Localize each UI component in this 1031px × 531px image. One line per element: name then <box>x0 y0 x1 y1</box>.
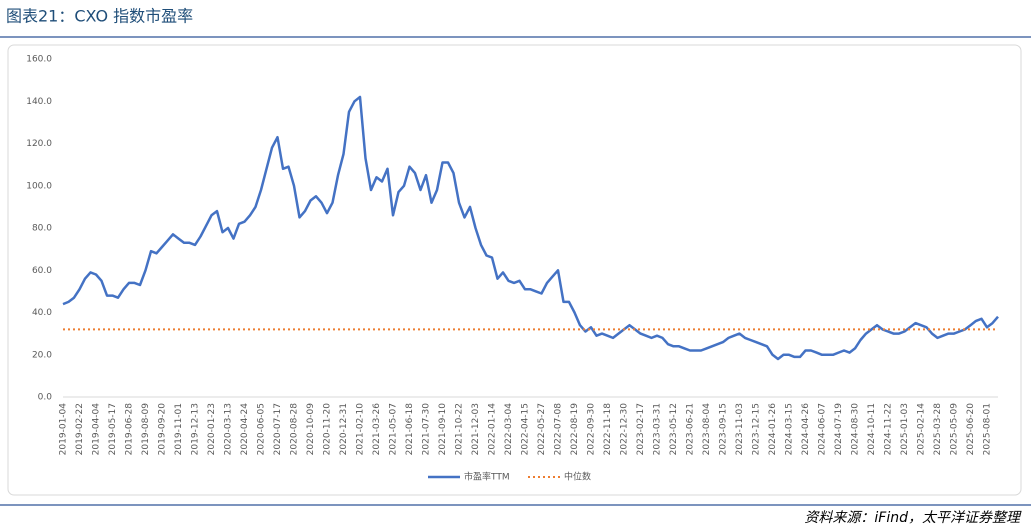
x-tick-label: 2024-01-26 <box>768 403 778 456</box>
x-tick-label: 2020-10-09 <box>306 403 316 456</box>
x-tick-label: 2022-04-15 <box>521 403 531 455</box>
x-tick-label: 2023-08-04 <box>702 403 712 456</box>
x-tick-label: 2022-09-30 <box>587 403 597 456</box>
x-tick-label: 2024-06-07 <box>818 403 828 455</box>
x-tick-label: 2023-09-15 <box>719 403 729 455</box>
x-tick-label: 2024-07-19 <box>834 403 844 456</box>
x-tick-label: 2021-09-10 <box>438 403 448 456</box>
y-tick-label: 140.0 <box>26 97 52 107</box>
x-tick-label: 2022-03-04 <box>504 403 514 456</box>
x-tick-label: 2021-03-26 <box>372 403 382 456</box>
x-tick-label: 2019-11-01 <box>174 403 184 455</box>
x-tick-label: 2022-08-19 <box>570 403 580 456</box>
x-tick-label: 2019-06-28 <box>125 403 135 456</box>
x-tick-label: 2022-11-18 <box>603 403 613 456</box>
chart-frame <box>7 44 1022 496</box>
x-tick-label: 2025-02-14 <box>917 403 927 456</box>
x-tick-label: 2020-12-31 <box>339 403 349 455</box>
x-tick-label: 2025-01-03 <box>900 403 910 455</box>
x-tick-label: 2020-08-28 <box>290 403 300 456</box>
x-tick-label: 2022-05-27 <box>537 403 547 455</box>
x-tick-label: 2021-05-07 <box>389 403 399 455</box>
x-tick-label: 2019-02-22 <box>75 403 85 455</box>
x-tick-label: 2019-12-13 <box>191 403 201 455</box>
series-line <box>62 95 999 361</box>
x-tick-label: 2021-10-22 <box>455 403 465 455</box>
source-note: 资料来源：iFind，太平洋证券整理 <box>804 510 1022 526</box>
x-tick-label: 2024-10-11 <box>867 403 877 455</box>
x-tick-label: 2025-03-28 <box>933 403 943 456</box>
x-tick-label: 2022-12-30 <box>620 403 630 456</box>
x-tick-label: 2019-08-09 <box>141 403 151 456</box>
x-tick-label: 2023-03-31 <box>653 403 663 455</box>
x-tick-label: 2023-06-21 <box>686 403 696 455</box>
x-tick-label: 2020-07-17 <box>273 403 283 455</box>
x-tick-label: 2020-06-05 <box>257 403 267 455</box>
legend-label: 市盈率TTM <box>464 471 510 483</box>
x-tick-label: 2020-03-13 <box>224 403 234 455</box>
y-tick-label: 40.0 <box>32 308 52 318</box>
x-tick-label: 2020-04-24 <box>240 403 250 456</box>
x-tick-label: 2021-06-18 <box>405 403 415 456</box>
y-tick-label: 60.0 <box>32 266 52 276</box>
x-tick-label: 2023-12-15 <box>752 403 762 455</box>
x-tick-label: 2024-11-22 <box>884 403 894 455</box>
x-tick-label: 2020-11-20 <box>323 403 333 456</box>
x-tick-label: 2019-09-20 <box>158 403 168 456</box>
x-tick-label: 2022-07-08 <box>554 403 564 456</box>
page-title: 图表21：CXO 指数市盈率 <box>6 7 193 26</box>
x-tick-label: 2024-03-15 <box>785 403 795 455</box>
x-tick-label: 2019-05-17 <box>108 403 118 455</box>
x-tick-label: 2023-11-03 <box>735 403 745 455</box>
y-tick-label: 100.0 <box>26 181 52 191</box>
x-tick-label: 2019-01-04 <box>59 403 69 456</box>
y-tick-label: 120.0 <box>26 139 52 149</box>
x-tick-label: 2021-02-10 <box>356 403 366 456</box>
x-tick-label: 2021-07-30 <box>422 403 432 456</box>
x-tick-label: 2021-12-03 <box>471 403 481 455</box>
x-tick-label: 2019-04-04 <box>92 403 102 456</box>
x-tick-label: 2022-01-14 <box>488 403 498 456</box>
y-tick-label: 160.0 <box>26 55 52 65</box>
x-tick-label: 2024-04-26 <box>801 403 811 456</box>
y-tick-label: 0.0 <box>38 393 53 403</box>
x-tick-label: 2025-05-09 <box>950 403 960 456</box>
legend-label: 中位数 <box>564 471 591 483</box>
x-tick-label: 2025-08-01 <box>983 403 993 455</box>
x-tick-label: 2023-05-12 <box>669 403 679 455</box>
y-tick-label: 80.0 <box>32 224 52 234</box>
x-tick-label: 2024-08-30 <box>851 403 861 456</box>
y-tick-label: 20.0 <box>32 350 52 360</box>
x-tick-label: 2025-06-20 <box>966 403 976 456</box>
x-tick-label: 2020-01-23 <box>207 403 217 455</box>
x-tick-label: 2023-02-17 <box>636 403 646 455</box>
